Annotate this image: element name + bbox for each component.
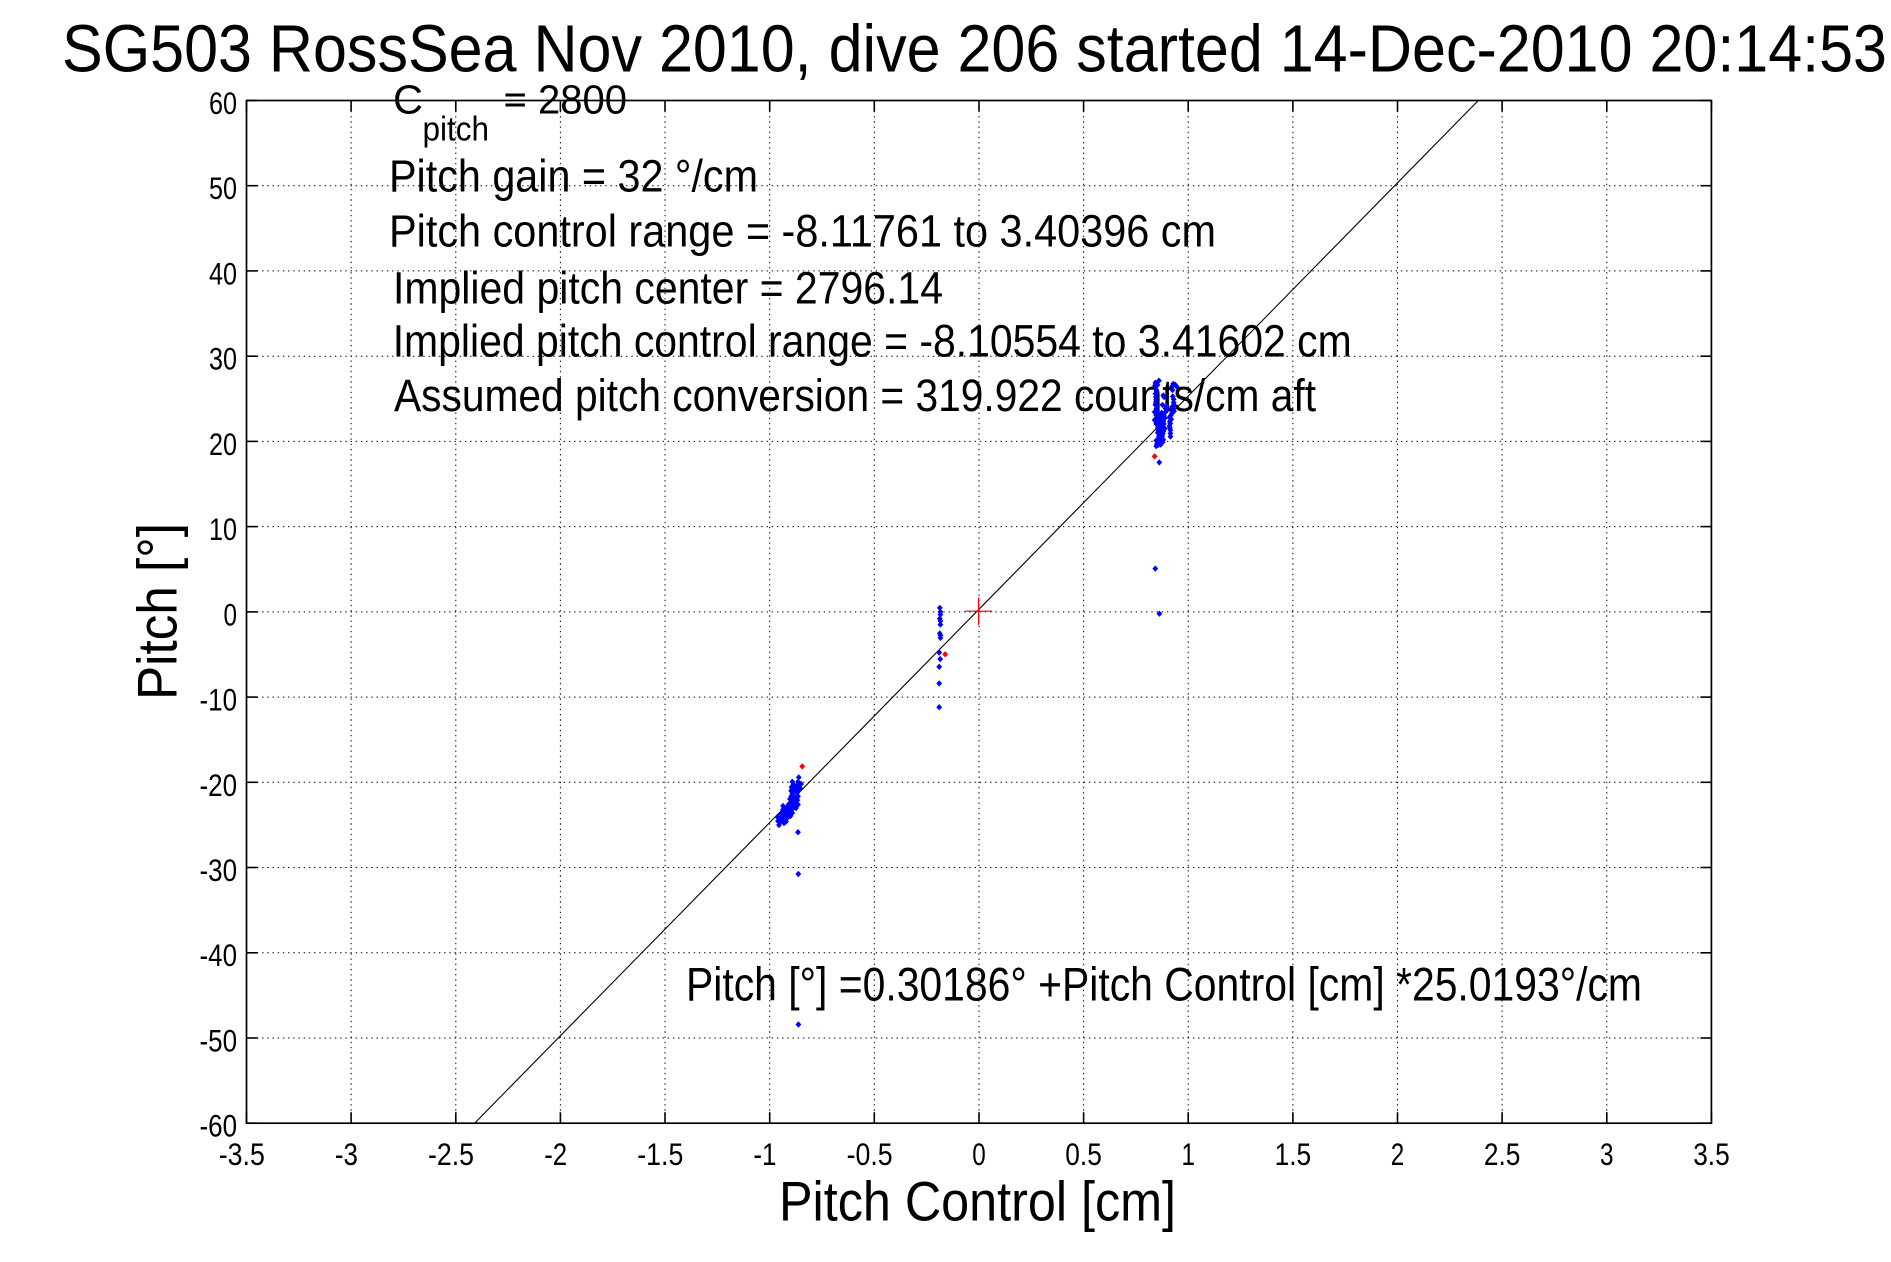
svg-text:-50: -50 — [200, 1023, 238, 1059]
svg-text:3: 3 — [1600, 1136, 1614, 1172]
svg-text:Implied pitch control range =: Implied pitch control range = -8.10554 t… — [393, 316, 1352, 367]
svg-text:1: 1 — [1182, 1136, 1196, 1172]
svg-text:-10: -10 — [200, 682, 238, 718]
svg-text:30: 30 — [209, 341, 237, 377]
svg-text:-3: -3 — [335, 1136, 358, 1172]
svg-text:Pitch control range = -8.11761: Pitch control range = -8.11761 to 3.4039… — [389, 205, 1216, 256]
svg-text:0: 0 — [224, 596, 238, 632]
svg-text:1.5: 1.5 — [1275, 1136, 1312, 1172]
svg-text:-0.5: -0.5 — [847, 1136, 893, 1172]
svg-text:-20: -20 — [200, 767, 238, 803]
svg-text:-2: -2 — [544, 1136, 567, 1172]
svg-text:Implied pitch center = 2796.14: Implied pitch center = 2796.14 — [393, 263, 943, 314]
svg-text:Assumed pitch conversion = 319: Assumed pitch conversion = 319.922 count… — [394, 370, 1316, 421]
svg-text:20: 20 — [209, 426, 237, 462]
svg-text:2: 2 — [1391, 1136, 1405, 1172]
svg-text:SG503 RossSea Nov 2010, dive 2: SG503 RossSea Nov 2010, dive 206 started… — [62, 12, 1887, 87]
svg-text:pitch: pitch — [423, 111, 490, 149]
svg-text:Pitch gain = 32 °/cm: Pitch gain = 32 °/cm — [389, 151, 758, 202]
svg-text:Pitch Control [cm]: Pitch Control [cm] — [779, 1169, 1176, 1232]
svg-text:= 2800: = 2800 — [504, 77, 628, 123]
svg-text:0.5: 0.5 — [1065, 1136, 1102, 1172]
svg-text:-2.5: -2.5 — [428, 1136, 474, 1172]
svg-text:-60: -60 — [200, 1108, 238, 1144]
svg-text:50: 50 — [209, 170, 237, 206]
svg-text:Pitch [°]: Pitch [°] — [126, 523, 189, 700]
svg-text:Pitch [°] =0.30186° +Pitch Con: Pitch [°] =0.30186° +Pitch Control [cm] … — [686, 958, 1642, 1011]
svg-text:3.5: 3.5 — [1693, 1136, 1730, 1172]
svg-text:0: 0 — [972, 1136, 986, 1172]
svg-text:-30: -30 — [200, 852, 238, 888]
svg-text:60: 60 — [209, 85, 237, 121]
svg-text:2.5: 2.5 — [1484, 1136, 1521, 1172]
svg-text:40: 40 — [209, 255, 237, 291]
svg-text:C: C — [393, 77, 423, 123]
svg-text:-3.5: -3.5 — [219, 1136, 265, 1172]
svg-text:-40: -40 — [200, 937, 238, 973]
svg-text:-1: -1 — [753, 1136, 776, 1172]
svg-text:10: 10 — [209, 511, 237, 547]
svg-text:-1.5: -1.5 — [637, 1136, 683, 1172]
